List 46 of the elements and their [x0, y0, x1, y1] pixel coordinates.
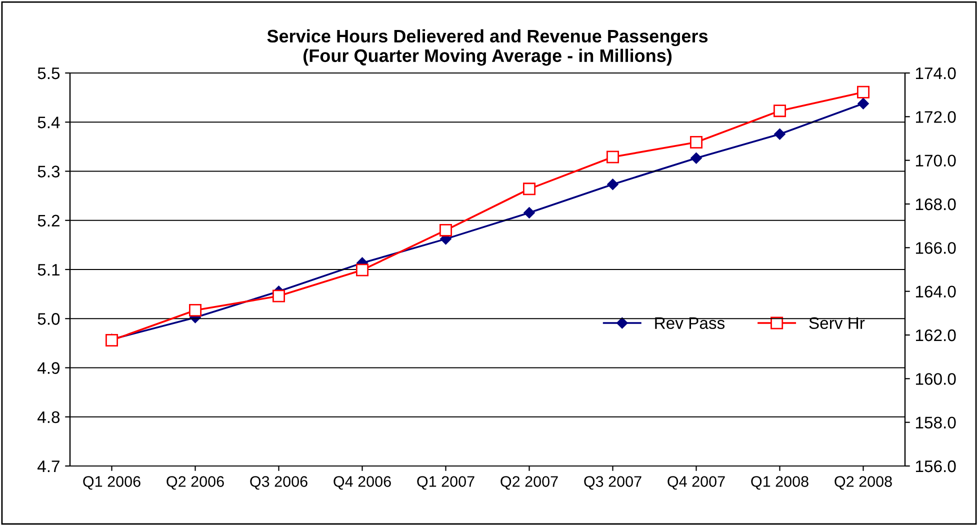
point	[857, 86, 870, 98]
point	[356, 264, 368, 276]
point	[774, 104, 786, 118]
y2-tick-label: 170.0	[916, 154, 956, 167]
y-tick-label: 5.1	[38, 264, 60, 276]
x-tick-label: Q1 2008	[751, 476, 808, 490]
x-tick-label: Q4 2007	[668, 476, 725, 490]
point	[690, 152, 702, 164]
point	[774, 128, 786, 140]
y2-tick-label: 168.0	[916, 198, 956, 210]
point	[690, 136, 702, 149]
x-tick-label: Q2 2007	[500, 476, 558, 490]
x-tick-label: Q1 2007	[417, 476, 474, 490]
point	[606, 150, 619, 164]
y-tick-label: 5.5	[38, 68, 60, 80]
y-tick-label: 5.0	[38, 313, 60, 325]
legend-label: Rev Pass	[655, 317, 725, 329]
x-tick-label: Q1 2006	[83, 476, 140, 490]
y-tick-label: 4.7	[37, 460, 60, 472]
y2-tick-label: 162.0	[916, 329, 956, 342]
point	[858, 98, 869, 110]
point	[272, 290, 285, 302]
y2-tick-label: 172.0	[916, 111, 956, 123]
y-tick-label: 4.8	[37, 411, 60, 424]
chart-title: Service Hours Delievered and Revenue Passengers (Four Quarter Moving Average - in Millions)	[267, 29, 708, 66]
y2-tick-label: 156.0	[916, 460, 956, 472]
y2-tick-label: 164.0	[916, 286, 956, 298]
point	[440, 224, 452, 236]
point	[189, 304, 202, 317]
point	[523, 182, 536, 196]
x-tick-label: Q2 2006	[166, 476, 224, 490]
y2-tick-label: 166.0	[916, 242, 956, 254]
y-tick-label: 5.4	[38, 116, 60, 128]
x-tick-label: Q2 2008	[834, 476, 892, 490]
x-tick-label: Q4 2006	[334, 476, 391, 490]
y2-tick-label: 158.0	[916, 416, 956, 429]
y-tick-label: 5.2	[38, 214, 60, 227]
y2-tick-label: 160.0	[916, 373, 956, 385]
y2-tick-label: 174.0	[916, 67, 956, 80]
y-tick-label: 5.3	[38, 166, 60, 178]
legend-label: Serv Hr	[809, 317, 865, 329]
point	[524, 207, 535, 218]
x-tick-label: Q3 2007	[584, 476, 642, 490]
y-tick-label: 4.9	[37, 362, 60, 374]
x-tick-label: Q3 2006	[250, 476, 308, 490]
point	[607, 178, 618, 190]
